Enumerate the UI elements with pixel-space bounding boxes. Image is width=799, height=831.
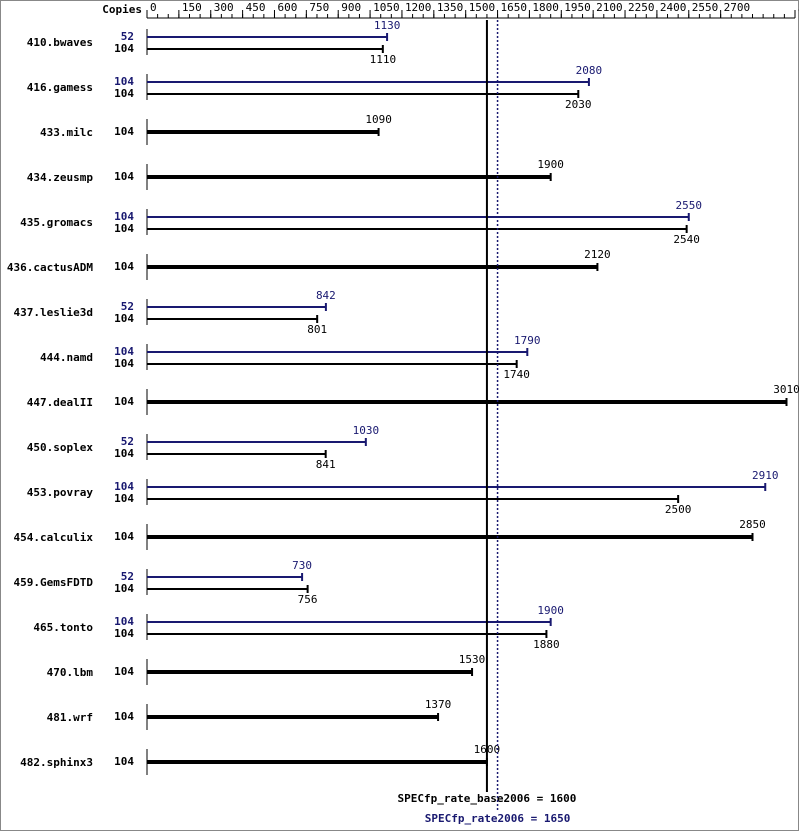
- value-label: 1030: [353, 424, 380, 437]
- value-label: 3010: [773, 383, 799, 396]
- copies-label: 104: [114, 755, 134, 768]
- reference-label: SPECfp_rate_base2006 = 1600: [398, 792, 577, 805]
- x-tick-label: 1050: [373, 1, 400, 14]
- copies-label: 104: [114, 447, 134, 460]
- value-label: 1900: [537, 158, 564, 171]
- benchmark-name: 433.milc: [40, 126, 93, 139]
- benchmark-name: 436.cactusADM: [7, 261, 93, 274]
- x-tick-label: 450: [246, 1, 266, 14]
- value-label: 1790: [514, 334, 541, 347]
- benchmark-name: 410.bwaves: [27, 36, 93, 49]
- copies-label: 104: [114, 125, 134, 138]
- benchmark-name: 454.calculix: [14, 531, 94, 544]
- value-label: 1110: [370, 53, 397, 66]
- copies-header: Copies: [102, 3, 142, 16]
- value-label: 2120: [584, 248, 611, 261]
- x-tick-label: 900: [341, 1, 361, 14]
- copies-label: 104: [114, 395, 134, 408]
- copies-label: 104: [114, 710, 134, 723]
- value-label: 801: [307, 323, 327, 336]
- benchmark-name: 416.gamess: [27, 81, 93, 94]
- value-label: 2550: [676, 199, 703, 212]
- benchmark-name: 444.namd: [40, 351, 93, 364]
- copies-label: 104: [114, 312, 134, 325]
- copies-label: 104: [114, 530, 134, 543]
- value-label: 1880: [533, 638, 560, 651]
- copies-label: 104: [114, 615, 134, 628]
- copies-label: 104: [114, 210, 134, 223]
- x-tick-label: 2700: [724, 1, 751, 14]
- x-tick-label: 2550: [692, 1, 719, 14]
- value-label: 1130: [374, 19, 401, 32]
- benchmark-name: 437.leslie3d: [14, 306, 93, 319]
- copies-label: 52: [121, 300, 134, 313]
- value-label: 730: [292, 559, 312, 572]
- value-label: 1740: [503, 368, 530, 381]
- copies-label: 104: [114, 357, 134, 370]
- x-tick-label: 1350: [437, 1, 464, 14]
- benchmark-name: 447.dealII: [27, 396, 93, 409]
- x-tick-label: 600: [277, 1, 297, 14]
- value-label: 1090: [365, 113, 392, 126]
- copies-label: 104: [114, 170, 134, 183]
- x-tick-label: 2100: [596, 1, 623, 14]
- copies-label: 104: [114, 627, 134, 640]
- copies-label: 104: [114, 665, 134, 678]
- benchmark-name: 482.sphinx3: [20, 756, 93, 769]
- benchmark-name: 465.tonto: [33, 621, 93, 634]
- copies-label: 104: [114, 222, 134, 235]
- x-tick-label: 750: [309, 1, 329, 14]
- copies-label: 104: [114, 87, 134, 100]
- value-label: 2540: [673, 233, 700, 246]
- copies-label: 52: [121, 570, 134, 583]
- value-label: 2850: [739, 518, 766, 531]
- value-label: 2080: [576, 64, 603, 77]
- copies-label: 52: [121, 30, 134, 43]
- value-label: 2910: [752, 469, 779, 482]
- copies-label: 104: [114, 345, 134, 358]
- value-label: 1530: [459, 653, 486, 666]
- x-tick-label: 150: [182, 1, 202, 14]
- benchmark-name: 481.wrf: [47, 711, 93, 724]
- x-tick-label: 2250: [628, 1, 655, 14]
- x-tick-label: 2400: [660, 1, 687, 14]
- benchmark-name: 470.lbm: [47, 666, 94, 679]
- copies-label: 104: [114, 582, 134, 595]
- value-label: 1370: [425, 698, 452, 711]
- value-label: 1900: [537, 604, 564, 617]
- copies-label: 104: [114, 42, 134, 55]
- benchmark-name: 435.gromacs: [20, 216, 93, 229]
- benchmark-name: 459.GemsFDTD: [14, 576, 94, 589]
- x-tick-label: 1200: [405, 1, 432, 14]
- copies-label: 104: [114, 492, 134, 505]
- value-label: 842: [316, 289, 336, 302]
- x-tick-label: 1800: [532, 1, 559, 14]
- copies-label: 104: [114, 480, 134, 493]
- copies-label: 52: [121, 435, 134, 448]
- benchmark-name: 450.soplex: [27, 441, 94, 454]
- x-tick-label: 1650: [501, 1, 528, 14]
- value-label: 841: [316, 458, 336, 471]
- x-tick-label: 0: [150, 1, 157, 14]
- x-tick-label: 300: [214, 1, 234, 14]
- benchmark-name: 434.zeusmp: [27, 171, 94, 184]
- value-label: 2030: [565, 98, 592, 111]
- reference-label: SPECfp_rate2006 = 1650: [425, 812, 571, 825]
- x-tick-label: 1950: [564, 1, 591, 14]
- x-tick-label: 1500: [469, 1, 496, 14]
- value-label: 2500: [665, 503, 692, 516]
- value-label: 756: [298, 593, 318, 606]
- copies-label: 104: [114, 260, 134, 273]
- copies-label: 104: [114, 75, 134, 88]
- benchmark-name: 453.povray: [27, 486, 94, 499]
